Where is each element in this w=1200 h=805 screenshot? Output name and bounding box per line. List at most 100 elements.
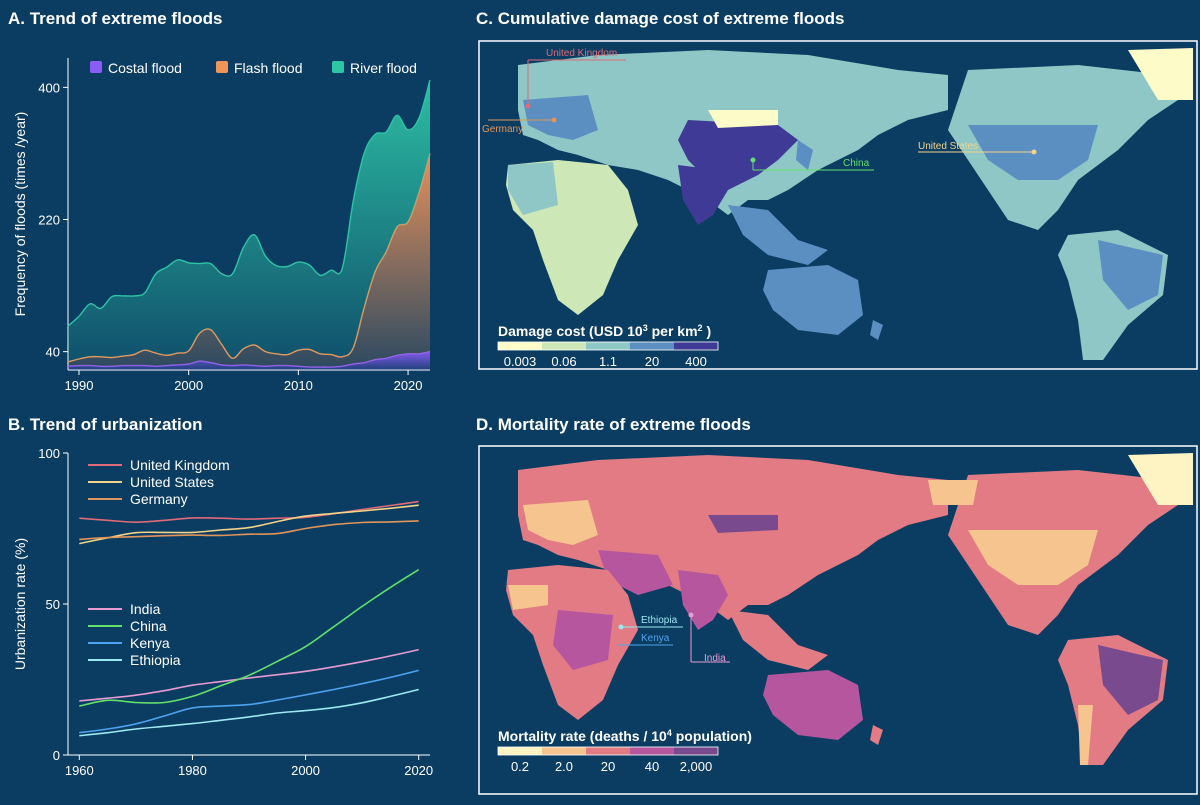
urbanization-chart: 0 50 100 1960 1980 2000 2020 Urbanization rate … bbox=[12, 446, 433, 778]
area-river-flood bbox=[68, 80, 430, 362]
x-tick-label: 2020 bbox=[404, 763, 433, 778]
legend-tick-label: 400 bbox=[685, 354, 707, 369]
map-c-label-germany: Germany bbox=[482, 124, 523, 135]
y-axis-title: Urbanization rate (%) bbox=[12, 538, 28, 670]
map-c-label-us: United States bbox=[918, 141, 978, 152]
legend-label-india: India bbox=[130, 601, 161, 617]
map-c-label-uk: United Kingdom bbox=[546, 48, 617, 59]
map-d-label-ethiopia: Ethiopia bbox=[641, 615, 678, 626]
legend-color-bin bbox=[542, 342, 586, 350]
legend-color-bin bbox=[542, 747, 586, 755]
legend-tick-label: 20 bbox=[601, 759, 615, 774]
usa-region bbox=[968, 530, 1098, 585]
legend-swatch-flash-flood bbox=[216, 61, 228, 73]
alaska-region bbox=[928, 480, 978, 505]
panel-c-title: C. Cumulative damage cost of extreme flo… bbox=[476, 9, 845, 28]
panel-b-title: B. Trend of urbanization bbox=[8, 415, 203, 434]
legend-swatch-costal-flood bbox=[90, 61, 102, 73]
legend-tick-label: 0.2 bbox=[511, 759, 529, 774]
india-region bbox=[678, 165, 728, 225]
x-tick-label: 1960 bbox=[65, 763, 94, 778]
map-d-label-india: India bbox=[704, 653, 726, 664]
legend-swatch-river-flood bbox=[332, 61, 344, 73]
mongolia-region bbox=[708, 110, 778, 128]
legend-label-river-flood: River flood bbox=[350, 60, 417, 76]
map-c-legend-end: ) bbox=[703, 323, 712, 339]
x-tick-label: 2000 bbox=[174, 378, 203, 393]
map-d-legend-end: population) bbox=[672, 728, 752, 744]
legend-color-bin bbox=[674, 342, 718, 350]
legend-tick-label: 40 bbox=[645, 759, 659, 774]
mortality-rate-map: Ethiopia Kenya India Mortality rate (dea… bbox=[478, 445, 1198, 795]
legend-color-bin bbox=[498, 747, 542, 755]
new-zealand-landmass bbox=[870, 320, 883, 340]
y-tick-label: 40 bbox=[46, 345, 60, 360]
legend-label-costal-flood: Costal flood bbox=[108, 60, 182, 76]
legend-tick-label: 20 bbox=[645, 354, 659, 369]
y-tick-label: 100 bbox=[38, 446, 60, 461]
legend-label-ethiopia: Ethiopia bbox=[130, 652, 181, 668]
legend-tick-label: 2.0 bbox=[555, 759, 573, 774]
greenland-landmass bbox=[1128, 48, 1193, 100]
map-c-legend-sup2: 2 bbox=[698, 323, 703, 333]
africa-west-region bbox=[508, 162, 558, 215]
europe-asia-landmass bbox=[518, 455, 948, 620]
map-d-legend-sup: 4 bbox=[667, 728, 672, 738]
legend-tick-label: 0.003 bbox=[504, 354, 537, 369]
europe-region bbox=[523, 95, 598, 140]
svg-text:Mortality rate (deaths / 104 p: Mortality rate (deaths / 104 population) bbox=[498, 728, 752, 744]
legend-label-kenya: Kenya bbox=[130, 635, 170, 651]
area-costal-flood bbox=[68, 351, 430, 370]
legend-color-bar bbox=[497, 341, 719, 351]
legend-label-united-states: United States bbox=[130, 474, 214, 490]
legend-color-bin bbox=[674, 747, 718, 755]
australia-landmass bbox=[763, 670, 863, 740]
map-d-legend-title: Mortality rate (deaths / 10 bbox=[498, 728, 667, 744]
line-india bbox=[79, 648, 419, 702]
damage-cost-map: United Kingdom Germany China United Stat… bbox=[478, 40, 1198, 370]
line-united-states bbox=[79, 504, 419, 545]
y-tick-label: 400 bbox=[38, 80, 60, 95]
legend-color-bin bbox=[498, 342, 542, 350]
line-united-kingdom bbox=[79, 500, 419, 524]
legend-label-china: China bbox=[130, 618, 167, 634]
y-axis-title: Frequency of floods (times /year) bbox=[12, 112, 28, 317]
brazil-region bbox=[1098, 645, 1163, 715]
legend-label-united-kingdom: United Kingdom bbox=[130, 457, 230, 473]
legend-color-bin bbox=[586, 342, 630, 350]
mongolia-region bbox=[708, 515, 778, 533]
africa-central-region bbox=[553, 610, 613, 670]
map-c-legend-title: Damage cost (USD 10 bbox=[498, 323, 643, 339]
panel-d-title: D. Mortality rate of extreme floods bbox=[476, 415, 751, 434]
legend-color-bar bbox=[497, 746, 719, 756]
legend-label-germany: Germany bbox=[130, 491, 188, 507]
map-d-legend: Mortality rate (deaths / 104 population)… bbox=[497, 728, 752, 774]
legend-tick-label: 1.1 bbox=[599, 354, 617, 369]
x-tick-label: 1990 bbox=[65, 378, 94, 393]
line-germany bbox=[79, 520, 419, 541]
x-tick-label: 1980 bbox=[178, 763, 207, 778]
flood-frequency-chart: 40 220 400 1990 2000 2010 2020 Frequency of flo… bbox=[12, 58, 431, 393]
greenland-landmass bbox=[1128, 453, 1193, 505]
legend-label-flash-flood: Flash flood bbox=[234, 60, 302, 76]
line-china bbox=[79, 568, 420, 707]
y-tick-label: 50 bbox=[46, 597, 60, 612]
map-c-legend-sup: 3 bbox=[643, 323, 648, 333]
x-tick-label: 2000 bbox=[291, 763, 320, 778]
new-zealand-landmass bbox=[870, 725, 883, 745]
legend-color-bin bbox=[630, 342, 674, 350]
australia-landmass bbox=[763, 265, 863, 335]
legend-color-bin bbox=[630, 747, 674, 755]
map-c-legend-mid: per km bbox=[648, 323, 698, 339]
svg-text:Damage cost (USD 103 per km2 ): Damage cost (USD 103 per km2 ) bbox=[498, 323, 711, 339]
line-kenya bbox=[79, 669, 419, 734]
legend-color-bin bbox=[586, 747, 630, 755]
map-d-label-kenya: Kenya bbox=[641, 633, 670, 644]
east-asia-islands bbox=[796, 140, 813, 170]
europe-region bbox=[523, 500, 598, 545]
map-c-legend: Damage cost (USD 103 per km2 ) 0.003 0.06… bbox=[497, 323, 719, 369]
y-tick-label: 220 bbox=[38, 213, 60, 228]
brazil-region bbox=[1098, 240, 1163, 310]
panel-a-title: A. Trend of extreme floods bbox=[8, 9, 223, 28]
line-ethiopia bbox=[79, 688, 419, 737]
